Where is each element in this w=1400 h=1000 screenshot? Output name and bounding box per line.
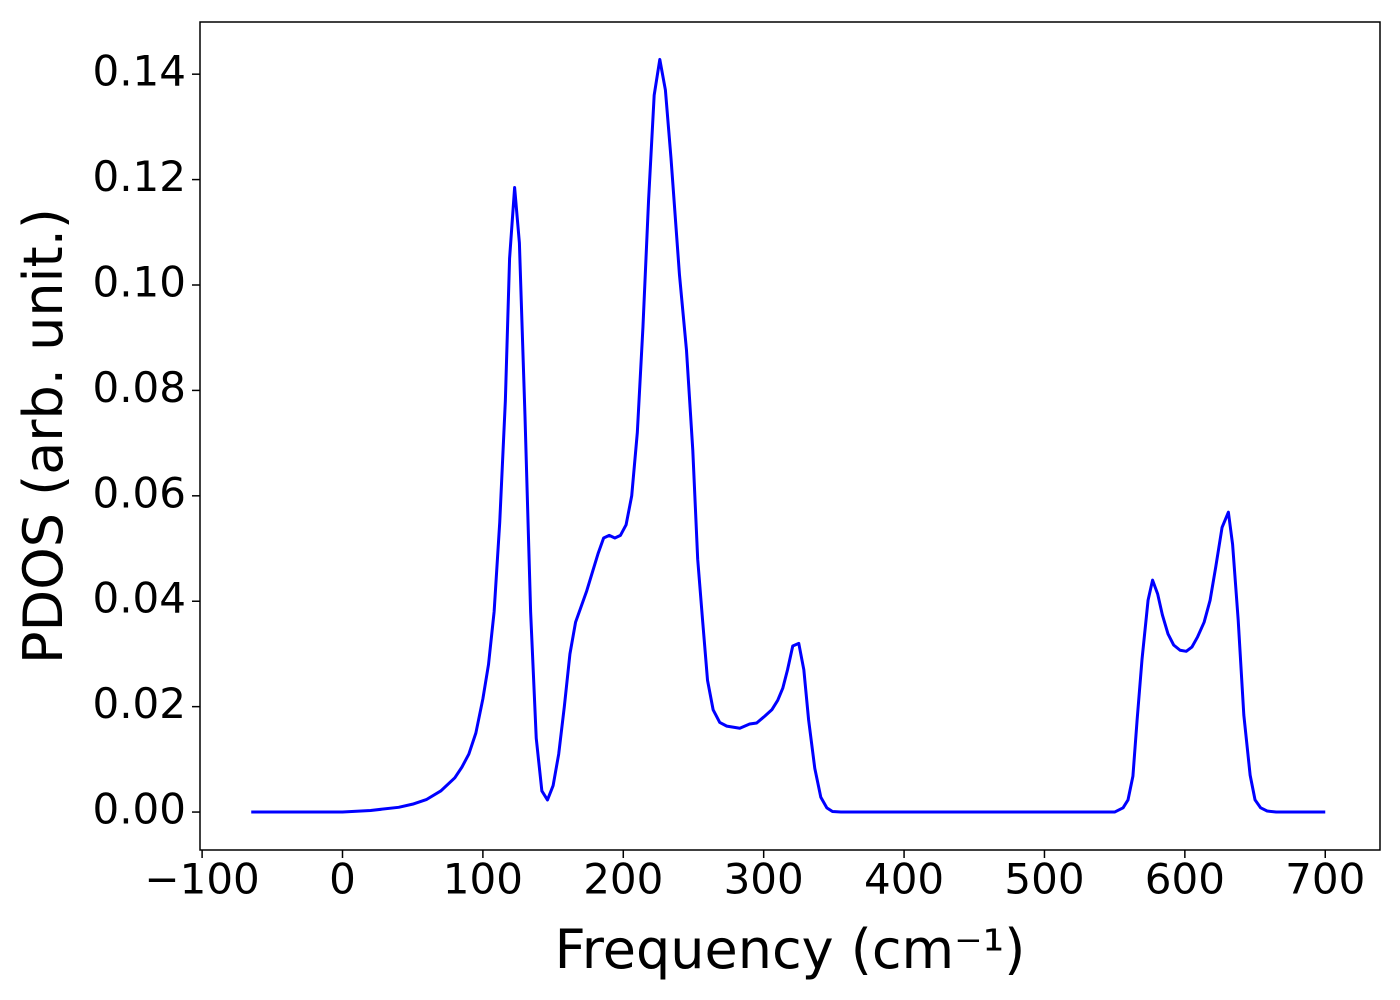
x-tick-label: −100 — [144, 855, 259, 904]
x-tick-label: 0 — [329, 855, 356, 904]
y-tick-label: 0.02 — [92, 679, 186, 728]
y-axis-label: PDOS (arb. unit.) — [12, 208, 75, 664]
y-tick-label: 0.04 — [92, 574, 186, 623]
x-tick-label: 200 — [583, 855, 663, 904]
x-tick-label: 500 — [1004, 855, 1084, 904]
y-tick-label: 0.12 — [92, 152, 186, 201]
plot-frame — [199, 21, 1381, 851]
y-tick-label: 0.10 — [92, 257, 186, 306]
x-tick-label: 700 — [1285, 855, 1365, 904]
x-tick-label: 300 — [724, 855, 804, 904]
y-tick-label: 0.06 — [92, 468, 186, 517]
y-tick-label: 0.14 — [92, 47, 186, 96]
x-axis-label: Frequency (cm⁻¹) — [555, 918, 1026, 981]
y-tick-label: 0.00 — [92, 785, 186, 834]
x-tick-label: 400 — [864, 855, 944, 904]
data-line — [251, 57, 1326, 814]
x-tick-label: 600 — [1145, 855, 1225, 904]
x-tick-label: 100 — [443, 855, 523, 904]
y-tick-label: 0.08 — [92, 363, 186, 412]
